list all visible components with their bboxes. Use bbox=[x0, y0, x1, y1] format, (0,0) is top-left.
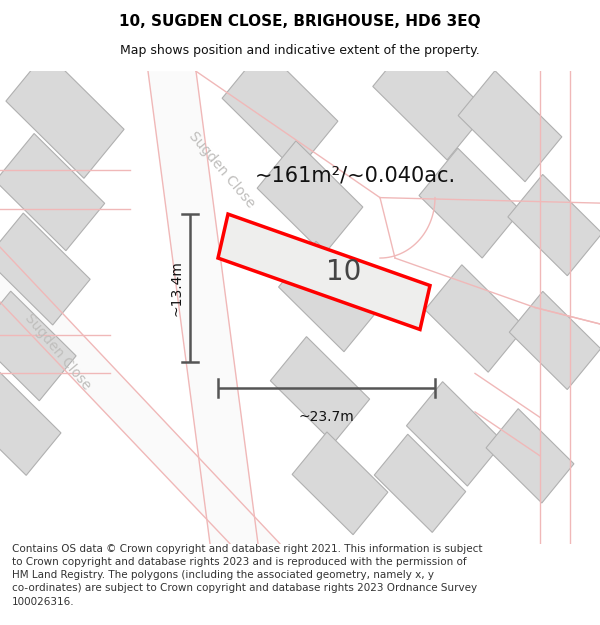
Polygon shape bbox=[458, 71, 562, 182]
Polygon shape bbox=[6, 52, 124, 178]
Polygon shape bbox=[0, 291, 76, 401]
Polygon shape bbox=[257, 141, 363, 254]
Text: Sugden Close: Sugden Close bbox=[186, 129, 258, 211]
Polygon shape bbox=[425, 265, 525, 372]
Polygon shape bbox=[148, 71, 258, 544]
Polygon shape bbox=[419, 148, 521, 258]
Polygon shape bbox=[486, 409, 574, 503]
Polygon shape bbox=[509, 291, 600, 389]
Polygon shape bbox=[0, 134, 105, 251]
Polygon shape bbox=[373, 38, 487, 160]
Polygon shape bbox=[218, 214, 430, 329]
Polygon shape bbox=[374, 434, 466, 532]
Polygon shape bbox=[292, 432, 388, 535]
Polygon shape bbox=[222, 48, 338, 172]
Polygon shape bbox=[508, 174, 600, 276]
Text: Sugden Close: Sugden Close bbox=[22, 311, 94, 392]
Text: ~23.7m: ~23.7m bbox=[299, 410, 355, 424]
Polygon shape bbox=[0, 371, 61, 476]
Polygon shape bbox=[0, 247, 280, 544]
Polygon shape bbox=[278, 241, 382, 352]
Polygon shape bbox=[271, 337, 370, 443]
Polygon shape bbox=[406, 382, 503, 486]
Text: 10, SUGDEN CLOSE, BRIGHOUSE, HD6 3EQ: 10, SUGDEN CLOSE, BRIGHOUSE, HD6 3EQ bbox=[119, 14, 481, 29]
Text: Contains OS data © Crown copyright and database right 2021. This information is : Contains OS data © Crown copyright and d… bbox=[12, 544, 482, 606]
Text: ~161m²/~0.040ac.: ~161m²/~0.040ac. bbox=[255, 166, 456, 186]
Polygon shape bbox=[0, 213, 90, 325]
Text: Map shows position and indicative extent of the property.: Map shows position and indicative extent… bbox=[120, 44, 480, 57]
Text: 10: 10 bbox=[326, 258, 362, 286]
Text: ~13.4m: ~13.4m bbox=[169, 261, 183, 316]
